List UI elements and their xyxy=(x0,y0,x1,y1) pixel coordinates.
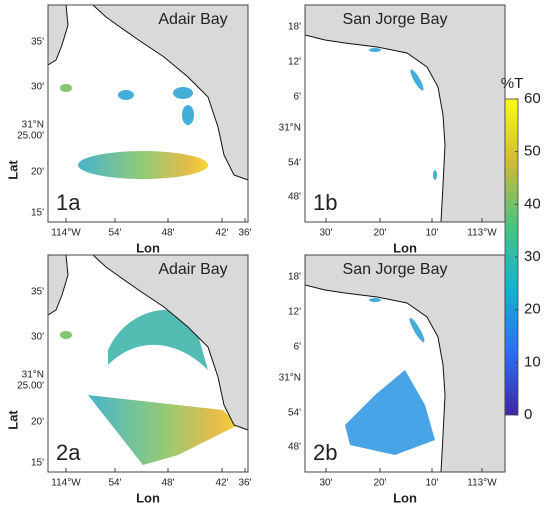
y-tick-label: 35' xyxy=(31,37,44,48)
y-tick-label: 31°N xyxy=(279,123,301,134)
x-tick-label: 114°W xyxy=(51,478,81,489)
plume-patch xyxy=(182,105,194,125)
panel-label: 1a xyxy=(56,190,81,215)
map-frame xyxy=(47,254,249,473)
axis-label-y: Lat xyxy=(5,410,20,430)
x-tick-label: 36' xyxy=(238,478,251,489)
x-tick-label: 113°W xyxy=(467,228,497,239)
x-tick-label: 48' xyxy=(161,478,174,489)
x-tick-label: 30' xyxy=(319,478,332,489)
y-tick-label: 30' xyxy=(31,82,44,93)
y-tick-label: 25.00' xyxy=(17,131,44,142)
x-tick-label: 36' xyxy=(238,228,251,239)
plume-patch xyxy=(369,298,381,302)
plume-patch xyxy=(173,87,193,99)
plume-patch xyxy=(369,48,381,52)
y-tick-label: 54' xyxy=(288,158,301,169)
x-tick-label: 54' xyxy=(108,228,121,239)
map-title: San Jorge Bay xyxy=(343,11,448,28)
x-tick-label: 42' xyxy=(215,228,228,239)
y-tick-label: 25.00' xyxy=(17,381,44,392)
map-panel: San Jorge Bay 1b 30' 20' 10' 113°W 18' 12' 6' 31°… xyxy=(279,4,506,255)
map-panel: Adair Bay 1a 114°W 54' 48' 42' 36' 35' 30' 31°N25… xyxy=(5,4,252,255)
panel-label: 1b xyxy=(313,190,337,215)
y-tick-label: 12' xyxy=(288,57,301,68)
y-tick-label: 15' xyxy=(31,208,44,219)
colorbar-tick-label: 30 xyxy=(524,248,541,265)
x-tick-label: 20' xyxy=(373,228,386,239)
y-tick-label: 31°N xyxy=(22,370,44,381)
x-tick-label: 48' xyxy=(161,228,174,239)
map-title: Adair Bay xyxy=(158,261,227,278)
y-tick-label: 6' xyxy=(294,342,302,353)
axis-label-x: Lon xyxy=(393,240,417,255)
x-tick-label: 10' xyxy=(425,478,438,489)
y-tick-label: 15' xyxy=(31,458,44,469)
plume-patch xyxy=(433,170,437,180)
colorbar-tick-label: 50 xyxy=(524,143,541,160)
map-frame xyxy=(47,4,249,223)
plume-patch xyxy=(409,317,425,343)
axis-label-x: Lon xyxy=(136,490,160,505)
plume-patch xyxy=(118,90,134,100)
x-tick-label: 20' xyxy=(373,478,386,489)
plume-patch xyxy=(345,370,435,455)
y-tick-label: 6' xyxy=(294,92,302,103)
x-tick-label: 54' xyxy=(108,478,121,489)
y-tick-label: 20' xyxy=(31,417,44,428)
x-tick-label: 30' xyxy=(319,228,332,239)
colorbar-tick-label: 60 xyxy=(524,90,541,107)
y-tick-label: 18' xyxy=(288,272,301,283)
y-tick-label: 48' xyxy=(288,192,301,203)
axis-label-y: Lat xyxy=(5,160,20,180)
x-tick-label: 42' xyxy=(215,478,228,489)
plume-patch xyxy=(60,331,72,339)
plume-patch xyxy=(78,151,208,179)
y-tick-label: 35' xyxy=(31,287,44,298)
y-tick-label: 12' xyxy=(288,307,301,318)
map-title: San Jorge Bay xyxy=(343,261,448,278)
map-panel: Adair Bay 2a 114°W 54' 48' 42' 36' 35' 30' 31°N25… xyxy=(5,254,252,505)
plume-patch xyxy=(60,84,72,92)
map-title: Adair Bay xyxy=(158,11,227,28)
y-tick-label: 30' xyxy=(31,332,44,343)
panel-label: 2b xyxy=(313,440,337,465)
axis-label-x: Lon xyxy=(393,490,417,505)
map-panel: San Jorge Bay 2b 30' 20' 10' 113°W 18' 12' 6' 31°… xyxy=(279,254,506,505)
plume-patch xyxy=(108,309,208,370)
plume-patch xyxy=(88,395,238,465)
colorbar-tick-label: 20 xyxy=(524,301,541,318)
colorbar-label: %T xyxy=(501,75,524,92)
y-tick-label: 48' xyxy=(288,442,301,453)
x-tick-label: 10' xyxy=(425,228,438,239)
axis-label-x: Lon xyxy=(136,240,160,255)
y-tick-label: 20' xyxy=(31,167,44,178)
y-tick-label: 54' xyxy=(288,408,301,419)
x-tick-label: 114°W xyxy=(51,228,81,239)
colorbar-tick-label: 10 xyxy=(524,353,541,370)
panel-label: 2a xyxy=(56,440,81,465)
plume-patch xyxy=(410,69,424,91)
colorbar-tick-label: 40 xyxy=(524,195,541,212)
y-tick-label: 18' xyxy=(288,22,301,33)
x-tick-label: 113°W xyxy=(467,478,497,489)
colorbar-tick-label: 0 xyxy=(524,406,532,423)
y-tick-label: 31°N xyxy=(279,373,301,384)
y-tick-label: 31°N xyxy=(22,120,44,131)
